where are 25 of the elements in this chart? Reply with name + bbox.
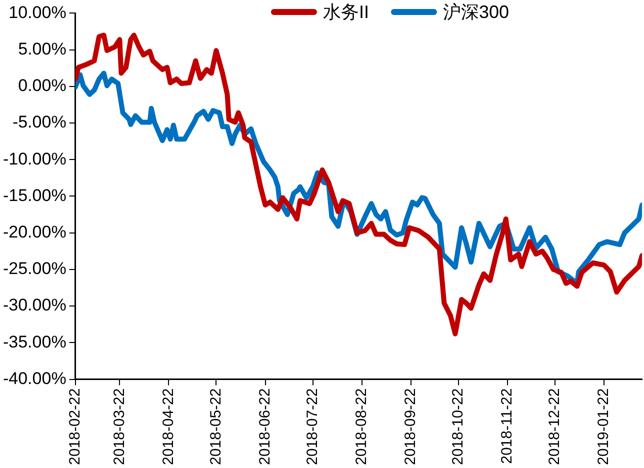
y-tick-label: 0.00% (18, 76, 66, 96)
y-tick-label: -40.00% (2, 368, 66, 388)
y-tick-label: -10.00% (2, 149, 66, 168)
y-tick-label: -15.00% (2, 186, 66, 205)
y-tick-label: 5.00% (18, 39, 66, 58)
x-tick-label: 2018-03-22 (110, 388, 128, 466)
x-tick-label: 2018-08-22 (352, 388, 370, 466)
x-tick-label: 2018-10-22 (450, 388, 467, 466)
x-tick-label: 2018-05-22 (207, 388, 224, 466)
legend-label: 水务II (322, 1, 369, 24)
x-tick-label: 2018-07-22 (304, 388, 321, 466)
y-tick-label: -5.00% (12, 112, 66, 132)
x-tick-label: 2018-06-22 (256, 388, 274, 466)
x-tick-label: 2018-09-22 (402, 388, 420, 466)
y-tick-label: -20.00% (2, 222, 66, 242)
y-tick-label: -25.00% (2, 259, 66, 278)
legend-label: 沪深300 (442, 1, 510, 24)
x-tick-label: 2019-01-22 (595, 388, 612, 466)
y-tick-label: -35.00% (2, 332, 66, 352)
y-tick-label: -30.00% (2, 296, 66, 315)
x-tick-label: 2018-11-22 (498, 388, 516, 464)
x-tick-label: 2018-04-22 (160, 388, 177, 466)
x-tick-label: 2018-02-22 (66, 388, 84, 466)
y-tick-label: 10.00% (8, 2, 66, 22)
x-tick-label: 2018-12-22 (546, 388, 564, 466)
